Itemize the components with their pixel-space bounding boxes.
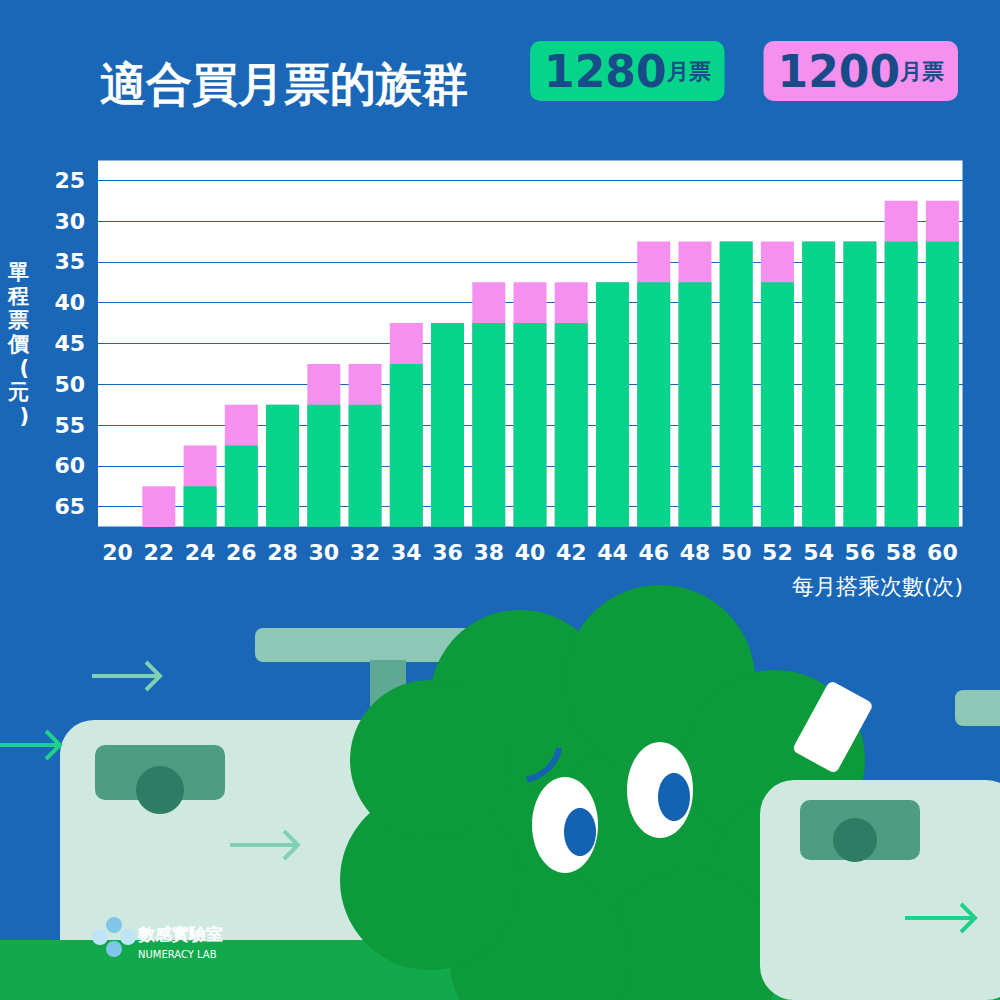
svg-text:30: 30 — [308, 540, 339, 565]
svg-text:60: 60 — [54, 453, 85, 478]
svg-text:22: 22 — [144, 540, 175, 565]
svg-text:40: 40 — [54, 290, 85, 315]
svg-text:40: 40 — [515, 540, 546, 565]
svg-text:45: 45 — [54, 331, 85, 356]
svg-text:26: 26 — [226, 540, 257, 565]
svg-text:34: 34 — [391, 540, 422, 565]
svg-text:單: 單 — [7, 260, 29, 284]
svg-text:36: 36 — [432, 540, 463, 565]
svg-text:30: 30 — [54, 209, 85, 234]
svg-text:48: 48 — [680, 540, 711, 565]
svg-text:35: 35 — [54, 249, 85, 274]
svg-text:46: 46 — [638, 540, 669, 565]
svg-text:24: 24 — [185, 540, 216, 565]
svg-text:元: 元 — [7, 380, 29, 404]
svg-text:20: 20 — [102, 540, 133, 565]
svg-text:65: 65 — [54, 494, 85, 519]
svg-text:25: 25 — [54, 168, 85, 193]
svg-text:1280: 1280 — [544, 46, 666, 97]
svg-text:50: 50 — [54, 372, 85, 397]
svg-text:): ) — [19, 404, 29, 428]
svg-text:38: 38 — [473, 540, 504, 565]
svg-text:程: 程 — [7, 284, 29, 308]
svg-text:NUMERACY LAB: NUMERACY LAB — [138, 949, 217, 960]
svg-text:54: 54 — [803, 540, 834, 565]
svg-text:42: 42 — [556, 540, 587, 565]
svg-text:60: 60 — [927, 540, 958, 565]
svg-text:55: 55 — [54, 413, 85, 438]
svg-text:52: 52 — [762, 540, 793, 565]
svg-text:數感實驗室: 數感實驗室 — [137, 924, 223, 944]
svg-text:適合買月票的族群: 適合買月票的族群 — [100, 57, 468, 111]
svg-text:58: 58 — [886, 540, 917, 565]
svg-text:價: 價 — [7, 332, 30, 356]
svg-text:(: ( — [19, 356, 29, 380]
svg-text:50: 50 — [721, 540, 752, 565]
svg-text:1200: 1200 — [778, 46, 900, 97]
svg-text:32: 32 — [350, 540, 381, 565]
svg-text:28: 28 — [267, 540, 298, 565]
svg-text:票: 票 — [7, 308, 29, 332]
svg-text:每月搭乘次數(次): 每月搭乘次數(次) — [792, 574, 963, 599]
svg-text:56: 56 — [845, 540, 876, 565]
svg-text:月票: 月票 — [666, 59, 711, 84]
svg-text:44: 44 — [597, 540, 628, 565]
svg-text:月票: 月票 — [899, 59, 944, 84]
